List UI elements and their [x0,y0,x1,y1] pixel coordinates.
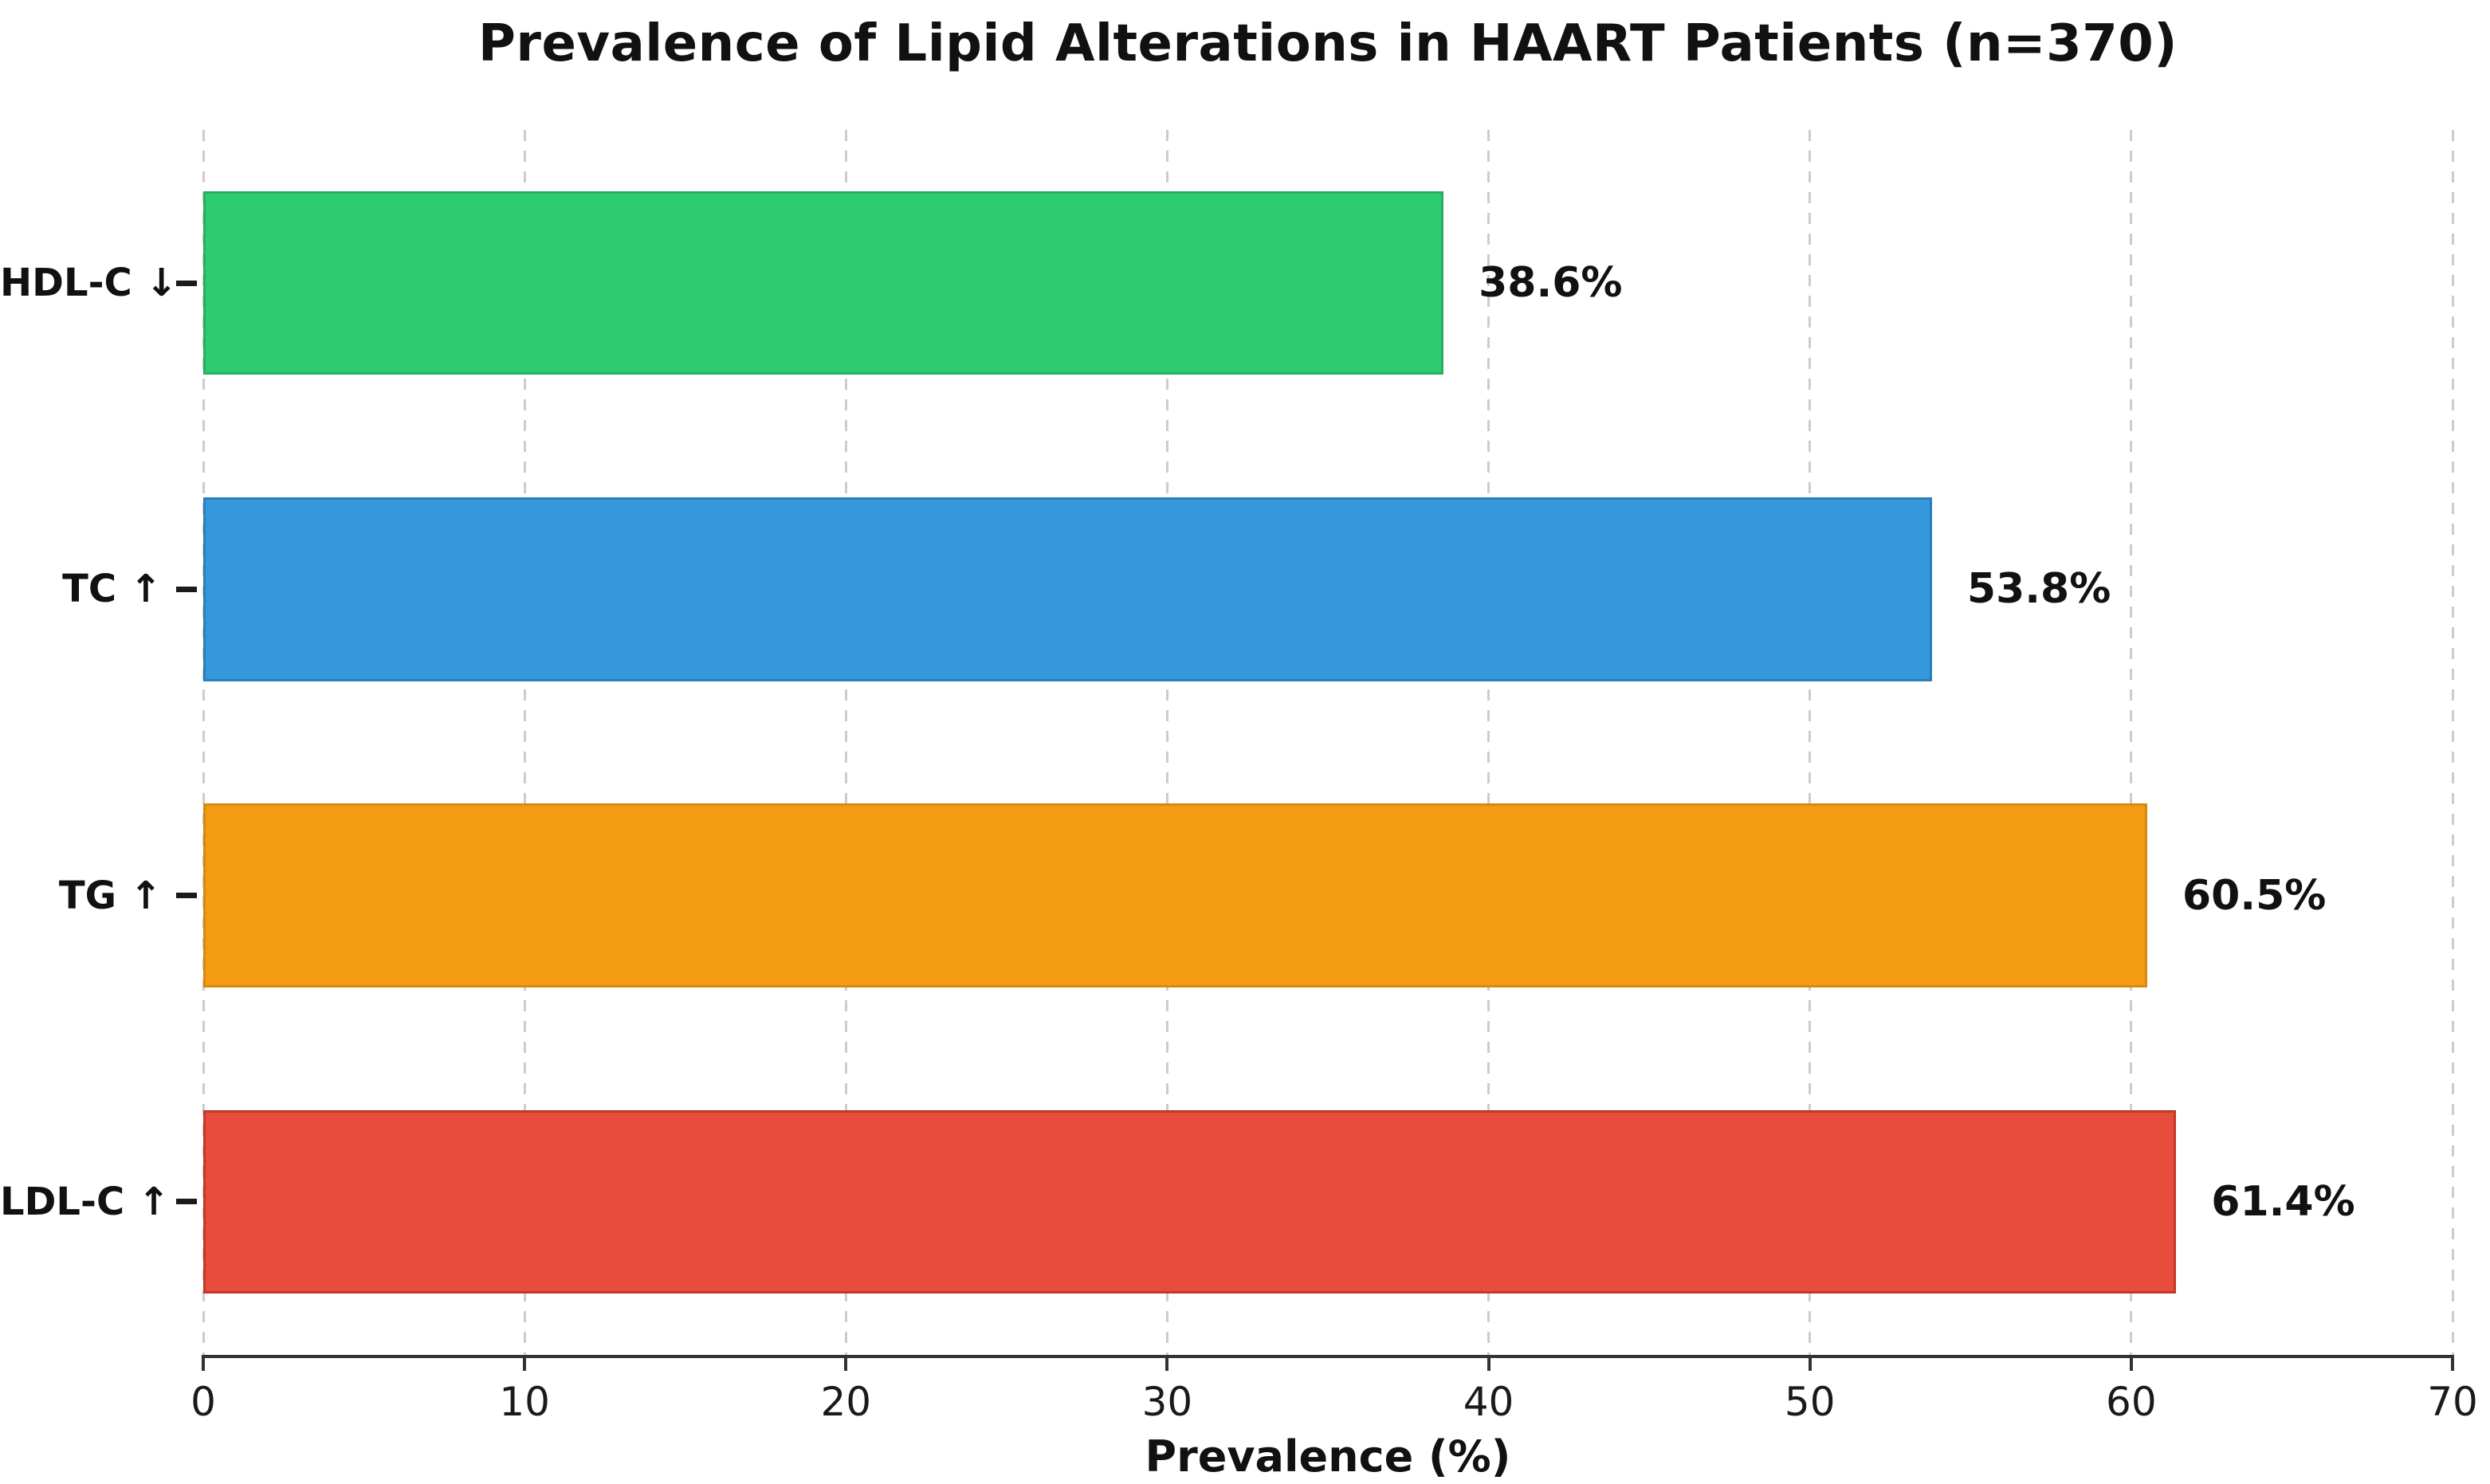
x-tick-mark-40 [1487,1355,1490,1371]
bar-4 [203,1109,2177,1294]
x-tick-label-30: 30 [1141,1379,1193,1425]
x-tick-mark-0 [202,1355,205,1371]
bar-3 [203,803,2147,987]
x-tick-label-70: 70 [2427,1379,2478,1425]
x-tick-label-50: 50 [1784,1379,1836,1425]
bar-2 [203,497,1932,681]
gridline-x-0 [202,130,205,1355]
x-tick-mark-60 [2129,1355,2133,1371]
y-tick-mark-3 [176,893,197,899]
gridline-x-70 [2451,130,2454,1355]
x-axis-label: Prevalence (%) [1145,1431,1511,1482]
chart-title: Prevalence of Lipid Alterations in HAART… [478,14,2178,73]
y-category-label-4: LDL-C ↑ [0,1179,171,1224]
gridline-x-10 [523,130,526,1355]
x-tick-label-0: 0 [190,1379,216,1425]
x-tick-label-20: 20 [820,1379,872,1425]
gridline-x-50 [1809,130,1812,1355]
y-tick-mark-4 [176,1199,197,1205]
gridline-x-20 [844,130,847,1355]
bar-1 [203,190,1444,375]
bar-value-label-2: 53.8% [1966,565,2111,614]
x-tick-mark-10 [523,1355,527,1371]
y-tick-mark-1 [176,280,197,286]
x-axis-line [203,1355,2454,1358]
x-tick-mark-20 [844,1355,848,1371]
bar-value-label-3: 60.5% [2182,871,2327,920]
y-category-label-2: TC ↑ [62,567,162,612]
bar-value-label-4: 61.4% [2211,1177,2355,1226]
y-category-label-1: HDL-C ↓ [0,261,178,306]
x-tick-mark-70 [2451,1355,2454,1371]
x-tick-mark-30 [1165,1355,1169,1371]
bar-value-label-1: 38.6% [1479,259,1623,308]
x-tick-label-60: 60 [2106,1379,2157,1425]
gridline-x-30 [1165,130,1168,1355]
gridline-x-60 [2130,130,2133,1355]
x-tick-label-10: 10 [499,1379,550,1425]
y-tick-mark-2 [176,586,197,592]
gridline-x-40 [1487,130,1490,1355]
x-tick-label-40: 40 [1463,1379,1514,1425]
x-tick-mark-50 [1808,1355,1812,1371]
y-category-label-3: TG ↑ [58,873,162,918]
